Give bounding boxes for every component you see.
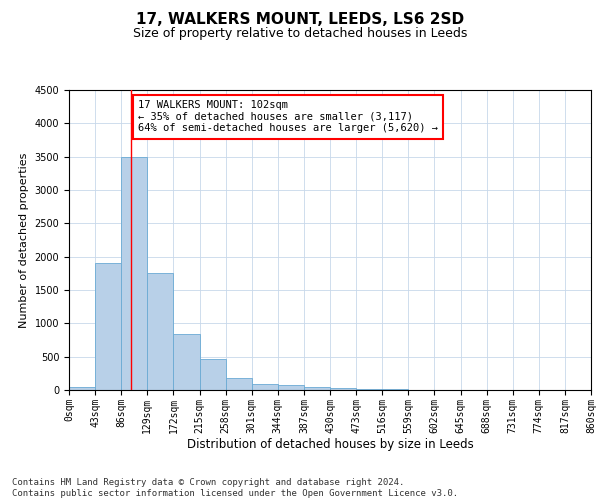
Bar	[356, 388, 382, 390]
Text: 17, WALKERS MOUNT, LEEDS, LS6 2SD: 17, WALKERS MOUNT, LEEDS, LS6 2SD	[136, 12, 464, 28]
Y-axis label: Number of detached properties: Number of detached properties	[19, 152, 29, 328]
Text: Size of property relative to detached houses in Leeds: Size of property relative to detached ho…	[133, 28, 467, 40]
Bar	[69, 386, 95, 390]
Bar	[252, 384, 278, 390]
Bar	[121, 156, 148, 390]
X-axis label: Distribution of detached houses by size in Leeds: Distribution of detached houses by size …	[187, 438, 473, 452]
Text: 17 WALKERS MOUNT: 102sqm
← 35% of detached houses are smaller (3,117)
64% of sem: 17 WALKERS MOUNT: 102sqm ← 35% of detach…	[138, 100, 438, 134]
Bar	[226, 378, 252, 390]
Bar	[95, 264, 121, 390]
Bar	[199, 360, 226, 390]
Bar	[330, 388, 356, 390]
Bar	[304, 386, 330, 390]
Bar	[173, 334, 199, 390]
Bar	[148, 272, 173, 390]
Text: Contains HM Land Registry data © Crown copyright and database right 2024.
Contai: Contains HM Land Registry data © Crown c…	[12, 478, 458, 498]
Bar	[278, 386, 304, 390]
